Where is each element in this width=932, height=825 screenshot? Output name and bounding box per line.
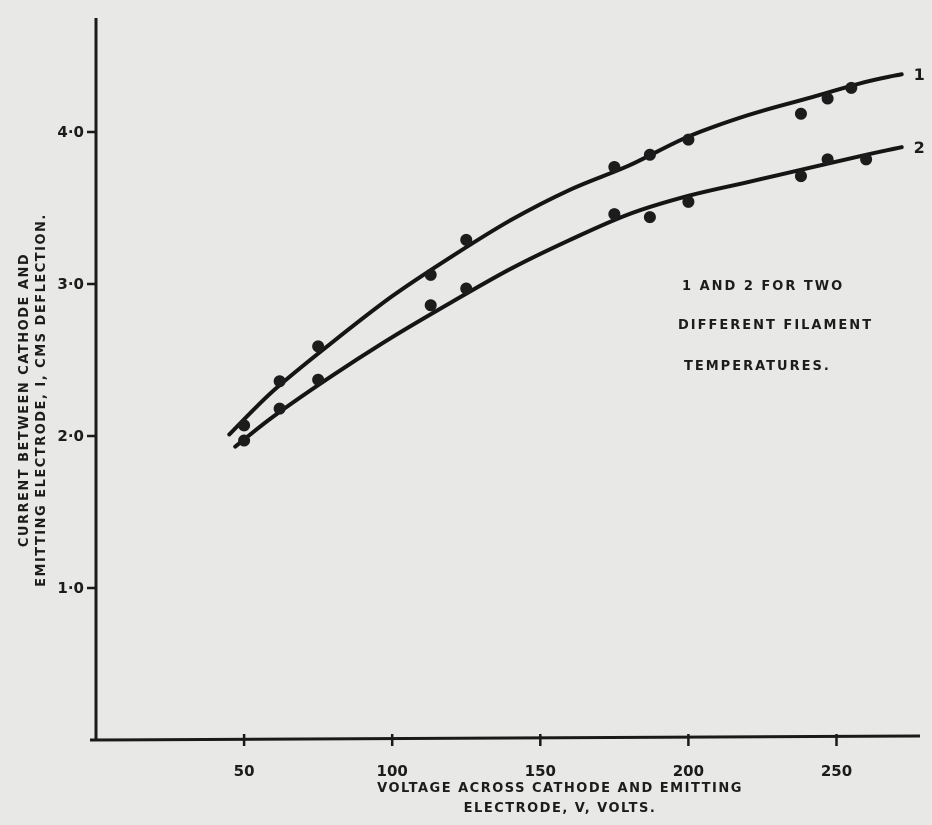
series-1-point-6	[608, 160, 621, 173]
x-axis-title-line-1: VOLTAGE ACROSS CATHODE AND EMITTING	[377, 781, 743, 796]
curves	[227, 72, 904, 449]
series-1-point-2	[273, 375, 286, 388]
ticks: 50 100 150 200 250 1·0 2·0 3·0 4·0	[57, 123, 852, 780]
series-2-point-6	[608, 208, 621, 221]
series-2-point-10	[821, 153, 834, 166]
annotation-line-3: TEMPERATURES.	[684, 359, 831, 374]
series-1-point-1	[238, 419, 251, 432]
series-1-point-10	[821, 92, 834, 105]
y-tick-label-1: 1·0	[57, 579, 84, 597]
x-tick-label-100: 100	[377, 762, 408, 780]
axes	[89, 18, 921, 742]
series-1-point-11	[845, 81, 858, 94]
series-2-point-1	[238, 434, 251, 447]
x-axis-title: VOLTAGE ACROSS CATHODE AND EMITTING ELEC…	[377, 781, 743, 816]
y-axis-title-line-1: CURRENT BETWEEN CATHODE AND	[17, 253, 32, 547]
y-axis-title-line-2: EMITTING ELECTRODE, I, CMS DEFLECTION.	[34, 213, 49, 587]
curve-2	[233, 145, 904, 449]
curve-label-1: 1	[914, 65, 925, 84]
annotation-line-2: DIFFERENT FILAMENT	[678, 318, 873, 333]
series-1-point-4	[424, 268, 437, 281]
series-2-point-3	[312, 373, 325, 386]
series-2-point-7	[643, 211, 656, 224]
x-tick-label-200: 200	[673, 762, 704, 780]
x-tick-label-150: 150	[525, 762, 556, 780]
y-axis-title: CURRENT BETWEEN CATHODE AND EMITTING ELE…	[17, 213, 49, 587]
annotation-line-1: 1 AND 2 FOR TWO	[682, 279, 844, 294]
series-2-point-2	[273, 402, 286, 415]
y-tick-label-4: 4·0	[57, 123, 84, 141]
series-1-point-3	[312, 340, 325, 353]
curve-labels: 12	[914, 65, 925, 157]
series-2-point-8	[682, 195, 695, 208]
x-tick-label-50: 50	[234, 762, 255, 780]
x-tick-label-250: 250	[821, 762, 852, 780]
series-2-point-11	[860, 153, 873, 166]
series-1-point-9	[794, 107, 807, 120]
series-1-point-5	[460, 233, 473, 246]
x-axis-title-line-2: ELECTRODE, V, VOLTS.	[464, 801, 657, 816]
series-1-point-8	[682, 133, 695, 146]
curve-label-2: 2	[914, 138, 925, 157]
series-1-point-7	[643, 148, 656, 161]
annotation: 1 AND 2 FOR TWO DIFFERENT FILAMENT TEMPE…	[678, 279, 873, 374]
series-2-point-4	[424, 299, 437, 312]
curve-1	[227, 72, 904, 437]
y-tick-label-2: 2·0	[57, 427, 84, 445]
series-2-point-9	[794, 170, 807, 183]
series-2-point-5	[460, 282, 473, 295]
y-tick-label-3: 3·0	[57, 275, 84, 293]
points	[238, 81, 873, 447]
x-axis	[89, 734, 921, 742]
